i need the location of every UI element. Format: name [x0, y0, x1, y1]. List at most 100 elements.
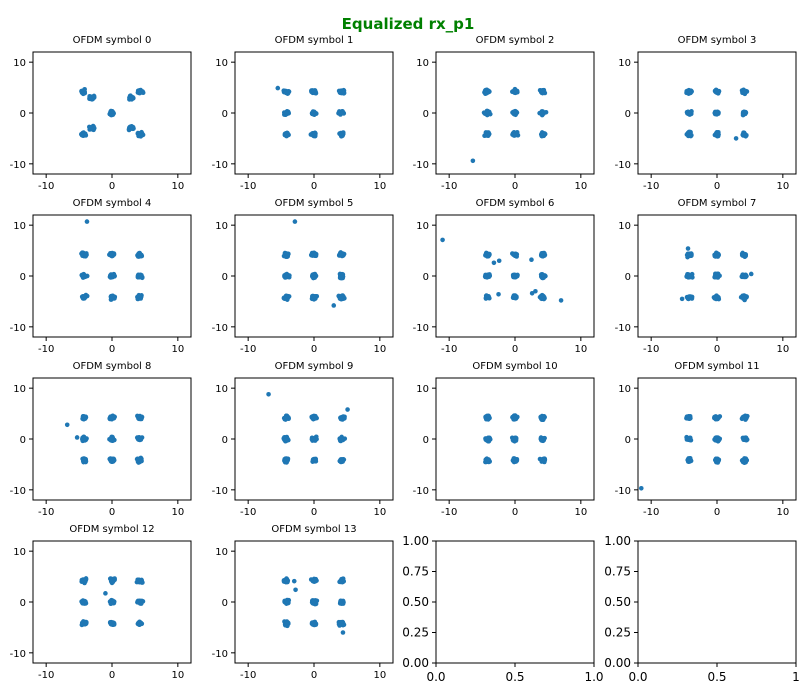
- constellation-point: [741, 132, 747, 137]
- constellation-point: [108, 621, 114, 627]
- x-tick-label: 10: [574, 507, 587, 518]
- y-tick-label: 0: [222, 435, 228, 446]
- subplot-8: OFDM symbol 8 -10 0 10 -10 0 10: [10, 361, 192, 518]
- subplot-7: OFDM symbol 7 -10 0 10 -10 0 10: [615, 198, 797, 355]
- constellation-point: [309, 253, 315, 258]
- y-tick-label: 0: [222, 272, 228, 283]
- y-tick-label: 10: [416, 384, 429, 395]
- constellation-point: [512, 253, 518, 259]
- x-tick-label: 1.0: [584, 670, 603, 684]
- constellation-point: [340, 272, 345, 278]
- subplot-title: OFDM symbol 10: [472, 361, 557, 372]
- constellation-point: [538, 414, 543, 420]
- constellation-point: [342, 416, 347, 421]
- subplot-12: OFDM symbol 12 -10 0 10 -10 0 10: [10, 524, 192, 681]
- subplot-15: 0.0 0.5 1 0.00 0.25 0.50 0.75 1.00: [604, 534, 800, 684]
- constellation-point: [336, 621, 342, 627]
- constellation-point: [512, 274, 517, 279]
- constellation-point: [742, 252, 748, 257]
- subplot-6: OFDM symbol 6 -10 0 10 -10 0 10: [413, 198, 595, 355]
- outlier-point: [293, 587, 298, 593]
- constellation-point: [129, 96, 134, 101]
- constellation-point: [283, 90, 289, 95]
- y-tick-label: 0.75: [604, 565, 631, 579]
- constellation-point: [338, 416, 344, 422]
- subplot-title: OFDM symbol 6: [476, 198, 555, 209]
- constellation-point: [284, 578, 289, 584]
- constellation-point: [137, 131, 142, 136]
- constellation-point: [716, 437, 722, 443]
- x-tick-label: -10: [38, 344, 54, 355]
- x-tick-label: -10: [643, 344, 659, 355]
- y-tick-label: 0: [20, 435, 26, 446]
- constellation-point: [539, 294, 545, 300]
- constellation-point: [81, 294, 87, 300]
- constellation-point: [715, 130, 721, 136]
- subplot-title: OFDM symbol 4: [73, 198, 152, 209]
- subplot-title: OFDM symbol 13: [271, 524, 356, 535]
- constellation-point: [740, 415, 745, 420]
- constellation-point: [539, 436, 544, 441]
- constellation-point: [311, 88, 317, 93]
- constellation-point: [139, 458, 144, 464]
- outlier-point: [491, 260, 497, 266]
- outlier-point: [638, 486, 644, 491]
- constellation-point: [284, 456, 289, 461]
- constellation-point: [686, 129, 692, 135]
- x-tick-label: 0: [311, 670, 317, 681]
- subplot-9: OFDM symbol 9 -10 0 10 -10 0 10: [212, 361, 394, 518]
- constellation-point: [688, 133, 694, 139]
- constellation-point: [138, 272, 143, 278]
- constellation-point: [687, 274, 692, 279]
- constellation-point: [136, 293, 142, 299]
- outlier-point: [345, 407, 350, 412]
- x-tick-label: 10: [171, 344, 184, 355]
- y-tick-label: 10: [215, 221, 228, 232]
- x-tick-label: -10: [38, 507, 54, 518]
- outlier-point: [331, 303, 337, 308]
- constellation-point: [137, 88, 143, 94]
- x-tick-label: 10: [373, 507, 386, 518]
- constellation-point: [484, 108, 490, 114]
- y-tick-label: 10: [618, 221, 631, 232]
- y-tick-label: -10: [10, 323, 26, 334]
- constellation-point: [484, 253, 490, 258]
- constellation-point: [713, 110, 719, 115]
- constellation-point: [713, 295, 718, 301]
- subplot-10: OFDM symbol 10 -10 0 10 -10 0 10: [413, 361, 595, 518]
- constellation-point: [283, 293, 289, 299]
- constellation-point: [136, 599, 141, 605]
- scatter-points: [483, 413, 548, 465]
- y-tick-label: -10: [10, 160, 26, 171]
- y-tick-label: 10: [215, 384, 228, 395]
- y-tick-label: 0.50: [402, 595, 429, 609]
- constellation-point: [110, 580, 115, 585]
- y-tick-label: 0: [20, 109, 26, 120]
- x-tick-label: -10: [643, 507, 659, 518]
- constellation-point: [741, 436, 746, 442]
- constellation-point: [79, 132, 85, 138]
- scatter-points: [79, 219, 145, 302]
- x-tick-label: 10: [574, 344, 587, 355]
- constellation-point: [539, 133, 545, 139]
- constellation-point: [79, 600, 85, 605]
- x-tick-label: 10: [373, 181, 386, 192]
- y-tick-label: 10: [416, 58, 429, 69]
- constellation-point: [311, 436, 316, 442]
- constellation-point: [137, 413, 143, 419]
- y-tick-label: 0.00: [402, 656, 429, 670]
- constellation-point: [310, 109, 316, 114]
- outlier-point: [266, 391, 271, 397]
- outlier-point: [291, 578, 297, 584]
- constellation-point: [540, 253, 546, 259]
- constellation-point: [743, 273, 749, 279]
- x-tick-label: 0: [109, 670, 115, 681]
- subplot-title: OFDM symbol 1: [275, 35, 354, 46]
- scatter-points: [679, 246, 754, 303]
- subplot-13: OFDM symbol 13 -10 0 10 -10 0 10: [212, 524, 394, 681]
- y-tick-label: 10: [215, 58, 228, 69]
- constellation-point: [311, 599, 317, 605]
- x-tick-label: 0: [714, 507, 720, 518]
- subplot-title: OFDM symbol 3: [678, 35, 757, 46]
